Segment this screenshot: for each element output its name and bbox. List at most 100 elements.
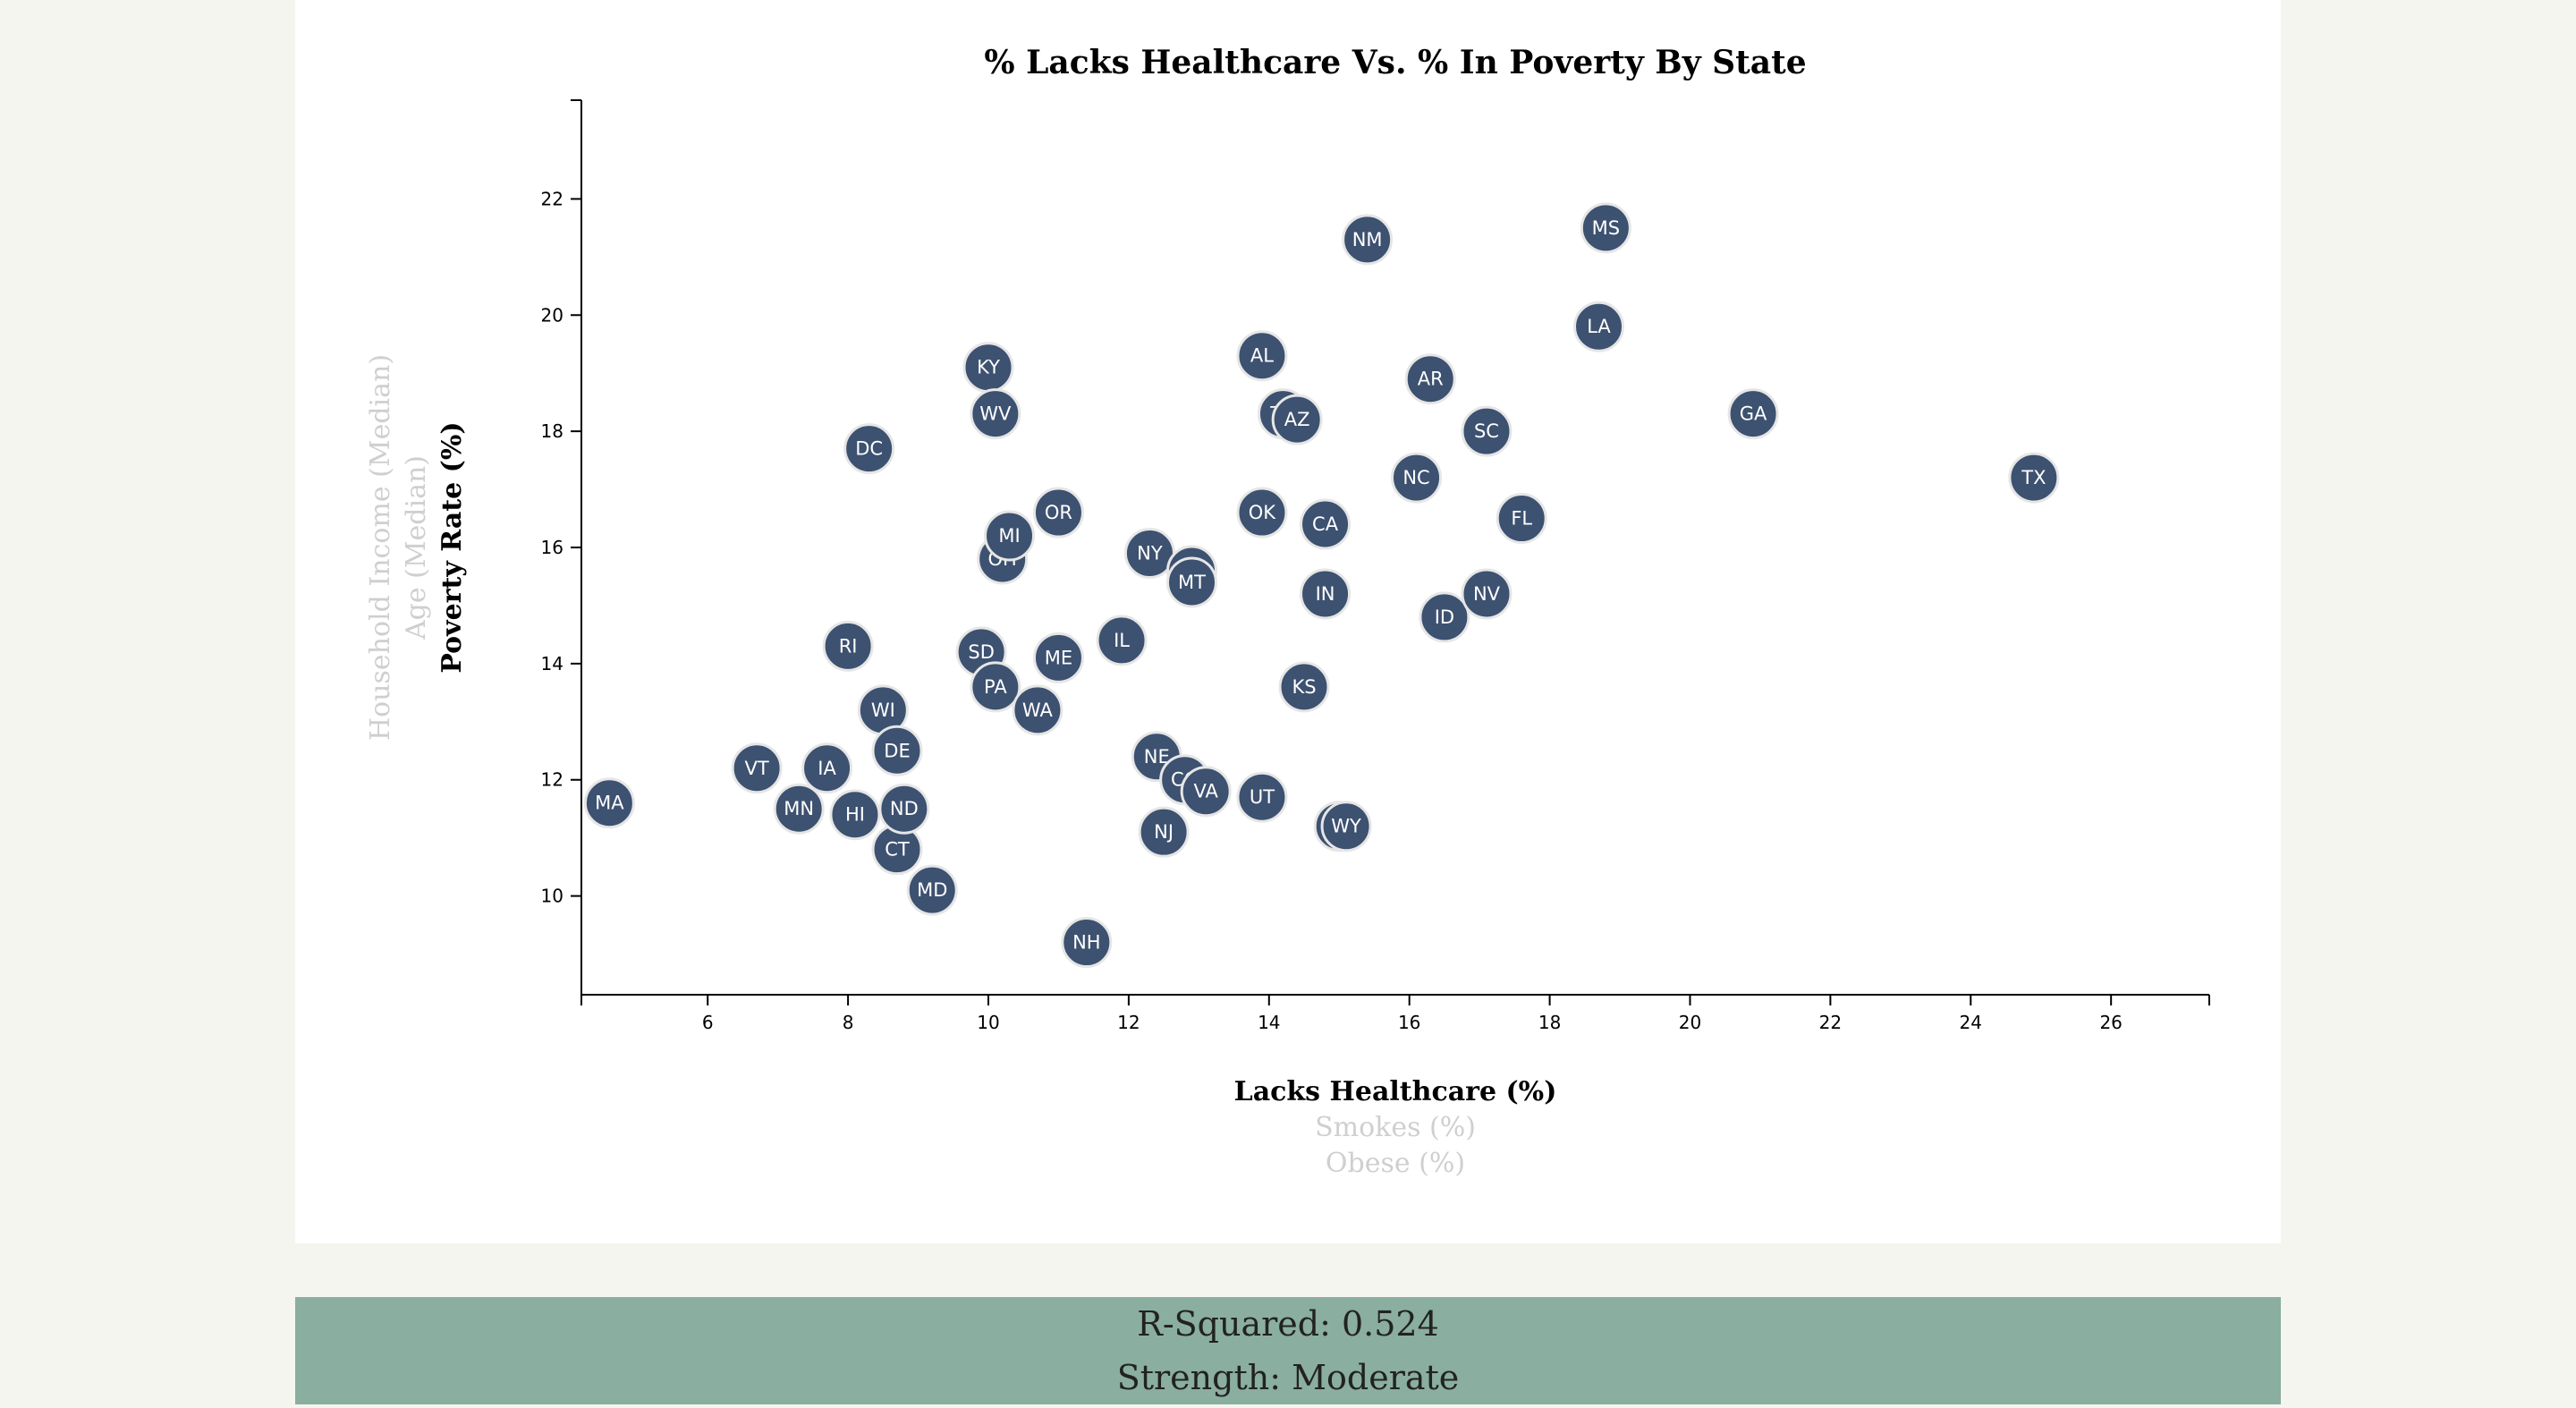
state-marker-in[interactable]: IN	[1300, 568, 1352, 620]
state-marker-ga[interactable]: GA	[1727, 388, 1779, 440]
state-marker-la[interactable]: LA	[1573, 301, 1624, 352]
state-circle[interactable]	[1236, 771, 1288, 823]
state-marker-sc[interactable]: SC	[1461, 405, 1513, 457]
state-marker-wa[interactable]: WA	[1012, 684, 1063, 736]
state-circle[interactable]	[1061, 917, 1113, 969]
state-circle[interactable]	[1727, 388, 1779, 440]
state-marker-or[interactable]: OR	[1032, 487, 1084, 539]
state-marker-fl[interactable]: FL	[1496, 493, 1547, 545]
state-circle[interactable]	[878, 783, 930, 835]
state-circle[interactable]	[1180, 766, 1232, 818]
state-marker-ca[interactable]: CA	[1300, 498, 1352, 550]
state-marker-nc[interactable]: NC	[1391, 452, 1443, 504]
state-marker-al[interactable]: AL	[1236, 330, 1288, 382]
state-marker-ok[interactable]: OK	[1236, 487, 1288, 539]
axes: 6 8 10 12 14 16 18 20 22 24 26 10 12 14 16 18 20 22	[541, 99, 2210, 1033]
state-marker-vt[interactable]: VT	[731, 742, 783, 794]
state-marker-wy[interactable]: WY	[1320, 801, 1372, 852]
state-circle[interactable]	[1461, 405, 1513, 457]
state-circle[interactable]	[1096, 615, 1148, 666]
state-marker-mn[interactable]: MN	[773, 783, 825, 835]
state-marker-md[interactable]: MD	[906, 864, 958, 916]
state-circle[interactable]	[829, 789, 881, 841]
x-axis-label-option[interactable]: Lacks Healthcare (%)	[1234, 1076, 1557, 1107]
y-tick-label: 10	[541, 886, 564, 907]
state-marker-nj[interactable]: NJ	[1138, 806, 1190, 858]
state-circle[interactable]	[1391, 452, 1443, 504]
x-tick-label: 20	[1679, 1012, 1701, 1033]
state-marker-ri[interactable]: RI	[822, 620, 874, 672]
state-marker-dc[interactable]: DC	[843, 423, 895, 475]
data-points: MAVTMNIARIHIDCWIDECTNDMDSDKYWVPAOHMIWAOR…	[583, 202, 2060, 969]
y-tick-label: 14	[541, 653, 564, 674]
state-marker-pa[interactable]: PA	[970, 661, 1021, 713]
state-circle[interactable]	[1012, 684, 1063, 736]
state-circle[interactable]	[1271, 394, 1323, 445]
axis-lines	[580, 100, 2209, 996]
state-circle[interactable]	[1320, 801, 1372, 852]
state-circle[interactable]	[822, 620, 874, 672]
state-marker-ms[interactable]: MS	[1580, 202, 1631, 254]
y-axis-label-option[interactable]: Household Income (Median)	[365, 354, 396, 741]
state-marker-mt[interactable]: MT	[1166, 556, 1217, 608]
state-circle[interactable]	[871, 725, 923, 776]
state-circle[interactable]	[1278, 661, 1330, 713]
state-circle[interactable]	[731, 742, 783, 794]
state-circle[interactable]	[1236, 330, 1288, 382]
state-circle[interactable]	[970, 388, 1021, 440]
state-marker-nv[interactable]: NV	[1461, 568, 1513, 620]
state-marker-ks[interactable]: KS	[1278, 661, 1330, 713]
state-circle[interactable]	[970, 661, 1021, 713]
state-circle[interactable]	[984, 510, 1036, 562]
state-marker-id[interactable]: ID	[1419, 591, 1470, 643]
state-marker-az[interactable]: AZ	[1271, 394, 1323, 445]
state-marker-ky[interactable]: KY	[962, 342, 1014, 394]
state-circle[interactable]	[1580, 202, 1631, 254]
x-tick-label: 10	[977, 1012, 999, 1033]
scatter-chart: % Lacks Healthcare Vs. % In Poverty By S…	[365, 44, 2210, 1179]
state-marker-nd[interactable]: ND	[878, 783, 930, 835]
state-marker-nh[interactable]: NH	[1061, 917, 1113, 969]
state-circle[interactable]	[1496, 493, 1547, 545]
state-circle[interactable]	[1404, 353, 1456, 405]
state-circle[interactable]	[1573, 301, 1624, 352]
state-circle[interactable]	[1032, 487, 1084, 539]
state-marker-ut[interactable]: UT	[1236, 771, 1288, 823]
state-marker-ia[interactable]: IA	[801, 742, 853, 794]
state-marker-mi[interactable]: MI	[984, 510, 1036, 562]
x-tick-label: 22	[1819, 1012, 1842, 1033]
y-tick-label: 22	[541, 188, 564, 209]
state-circle[interactable]	[1300, 568, 1352, 620]
state-circle[interactable]	[843, 423, 895, 475]
state-marker-wv[interactable]: WV	[970, 388, 1021, 440]
state-circle[interactable]	[1032, 632, 1084, 683]
x-axis-label-option[interactable]: Smokes (%)	[1315, 1112, 1476, 1143]
state-marker-nm[interactable]: NM	[1342, 214, 1394, 266]
state-circle[interactable]	[962, 342, 1014, 394]
state-marker-hi[interactable]: HI	[829, 789, 881, 841]
x-tick-label: 18	[1538, 1012, 1561, 1033]
state-circle[interactable]	[1342, 214, 1394, 266]
y-axis-label-option[interactable]: Age (Median)	[401, 455, 432, 640]
state-marker-ar[interactable]: AR	[1404, 353, 1456, 405]
state-marker-tx[interactable]: TX	[2008, 452, 2060, 504]
state-marker-il[interactable]: IL	[1096, 615, 1148, 666]
state-circle[interactable]	[1166, 556, 1217, 608]
state-circle[interactable]	[1419, 591, 1470, 643]
y-axis-label-option[interactable]: Poverty Rate (%)	[436, 421, 468, 673]
x-tick-label: 14	[1258, 1012, 1280, 1033]
state-circle[interactable]	[801, 742, 853, 794]
state-marker-ma[interactable]: MA	[583, 777, 635, 829]
state-marker-va[interactable]: VA	[1180, 766, 1232, 818]
state-circle[interactable]	[2008, 452, 2060, 504]
state-circle[interactable]	[1138, 806, 1190, 858]
state-circle[interactable]	[773, 783, 825, 835]
state-circle[interactable]	[1236, 487, 1288, 539]
state-marker-de[interactable]: DE	[871, 725, 923, 776]
state-circle[interactable]	[1300, 498, 1352, 550]
state-circle[interactable]	[1461, 568, 1513, 620]
state-marker-me[interactable]: ME	[1032, 632, 1084, 683]
state-circle[interactable]	[583, 777, 635, 829]
state-circle[interactable]	[906, 864, 958, 916]
x-axis-label-option[interactable]: Obese (%)	[1326, 1148, 1465, 1179]
